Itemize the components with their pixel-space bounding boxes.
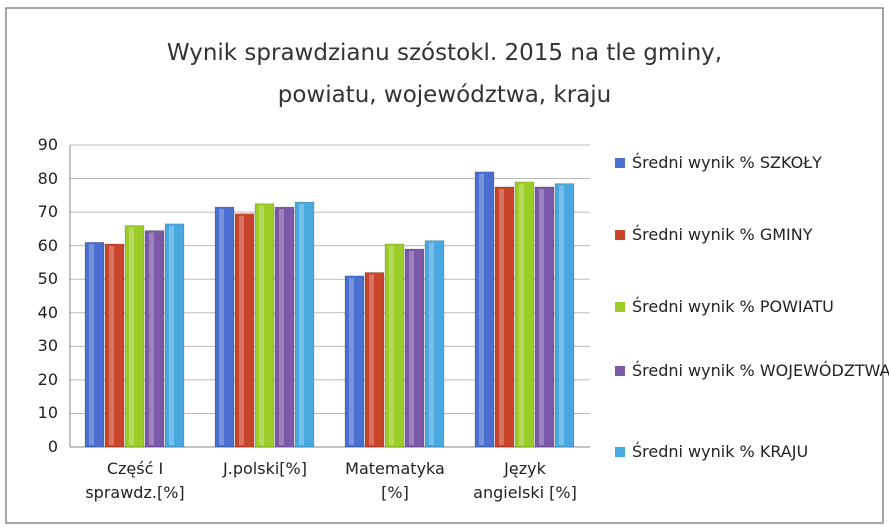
y-tick-label: 10 xyxy=(37,403,58,423)
x-tick-label: J.polski[%] xyxy=(223,459,307,478)
y-tick-label: 60 xyxy=(37,235,58,255)
legend-label: Średni wynik % GMINY xyxy=(632,225,813,244)
bar xyxy=(124,225,145,448)
bar xyxy=(144,230,165,448)
chart-title: Wynik sprawdzianu szóstokl. 2015 na tle … xyxy=(166,40,723,108)
legend-label: Średni wynik % SZKOŁY xyxy=(632,153,822,172)
bar xyxy=(474,171,495,448)
legend-swatch xyxy=(615,366,625,376)
legend-swatch xyxy=(615,447,625,457)
bar xyxy=(234,213,255,448)
chart-frame xyxy=(5,7,884,524)
bar xyxy=(404,248,425,448)
bar xyxy=(534,186,555,448)
bar xyxy=(344,275,365,448)
bar xyxy=(254,203,275,448)
bar-highlight xyxy=(219,209,224,445)
bar-highlight xyxy=(479,173,484,445)
bar-highlight xyxy=(109,245,114,445)
bar-highlight xyxy=(519,183,524,445)
bar xyxy=(274,206,295,448)
legend-label: Średni wynik % POWIATU xyxy=(632,297,834,316)
legend-label: Średni wynik % KRAJU xyxy=(632,442,809,461)
bar xyxy=(554,183,575,448)
bar-highlight xyxy=(129,227,134,445)
bar-highlight xyxy=(149,232,154,445)
bar xyxy=(364,272,385,448)
bar xyxy=(214,206,235,448)
y-tick-label: 50 xyxy=(37,269,58,289)
bar xyxy=(104,243,125,448)
bar-highlight xyxy=(279,209,284,445)
bar-highlight xyxy=(169,225,174,445)
legend-swatch xyxy=(615,158,625,168)
bar-highlight xyxy=(429,242,434,445)
y-tick-label: 70 xyxy=(37,202,58,222)
y-tick-label: 30 xyxy=(37,336,58,356)
bar-highlight xyxy=(259,205,264,445)
bar xyxy=(514,181,535,448)
bar-highlight xyxy=(389,245,394,445)
bar xyxy=(294,201,315,448)
bar-highlight xyxy=(299,204,304,445)
bar xyxy=(384,243,405,448)
legend-label: Średni wynik % WOJEWÓDZTWA xyxy=(632,361,889,380)
bar xyxy=(164,223,185,448)
bar xyxy=(84,242,105,448)
bar xyxy=(494,186,515,448)
legend-swatch xyxy=(615,302,625,312)
bar-highlight xyxy=(539,188,544,445)
bar-highlight xyxy=(369,274,374,445)
bar-highlight xyxy=(559,185,564,446)
x-tick-label: Matematyka [%] xyxy=(345,459,445,502)
bar-highlight xyxy=(409,251,414,445)
y-tick-label: 20 xyxy=(37,369,58,389)
y-tick-label: 40 xyxy=(37,302,58,322)
bar xyxy=(424,240,445,448)
y-tick-label: 0 xyxy=(47,437,58,456)
bar-highlight xyxy=(499,188,504,445)
bar-highlight xyxy=(239,215,244,445)
legend-swatch xyxy=(615,230,625,240)
y-tick-label: 80 xyxy=(37,168,58,188)
x-tick-label: Część I sprawdz.[%] xyxy=(85,459,185,502)
y-tick-label: 90 xyxy=(37,135,58,154)
bar-highlight xyxy=(349,277,354,445)
x-tick-label: Język angielski [%] xyxy=(473,459,577,502)
bar-highlight xyxy=(89,244,94,445)
